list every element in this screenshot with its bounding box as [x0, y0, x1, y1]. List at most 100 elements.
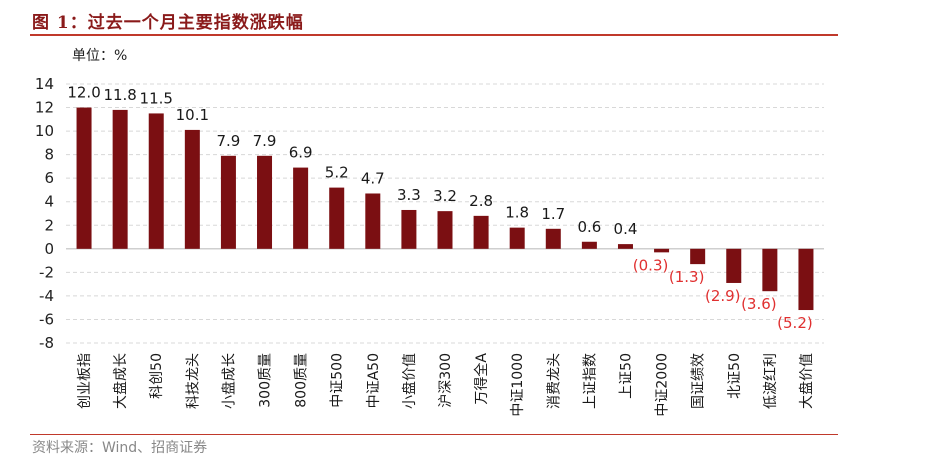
category-label-group: 北证50: [727, 353, 743, 399]
data-label: 0.6: [577, 218, 601, 236]
data-label: 12.0: [67, 84, 100, 102]
bar: [76, 107, 92, 249]
data-label: (1.3): [669, 268, 705, 286]
data-label: (5.2): [777, 314, 813, 332]
data-label: 10.1: [176, 106, 209, 124]
data-label: 1.7: [541, 205, 565, 223]
y-tick-label: -2: [39, 263, 54, 281]
bar: [437, 211, 453, 249]
bar: [617, 244, 633, 249]
category-label-group: 中证A50: [366, 353, 382, 408]
data-label: 7.9: [216, 132, 240, 150]
bar: [798, 248, 814, 311]
bar: [654, 248, 670, 253]
y-tick-label: -4: [39, 287, 54, 305]
y-tick-label: 2: [44, 216, 54, 234]
data-label: 1.8: [505, 204, 529, 222]
x-axis-categories: 创业板指 大盘成长 科创50 科技龙头 小盘成长 300质量 800质量 中证500 中证A50…: [77, 353, 815, 417]
title-rule: [30, 34, 838, 36]
x-category-label: 上证指数: [582, 353, 598, 409]
data-label: (2.9): [705, 287, 741, 305]
y-tick-label: 14: [35, 75, 54, 93]
bar: [401, 209, 417, 249]
category-label-group: 科创50: [149, 353, 165, 399]
x-category-label: 科创50: [149, 353, 165, 399]
category-label-group: 中证2000: [655, 353, 671, 417]
x-category-label: 中证2000: [655, 353, 671, 417]
data-label: 7.9: [253, 132, 277, 150]
bar: [545, 228, 561, 249]
data-label: 11.8: [103, 86, 136, 104]
x-category-label: 小盘成长: [220, 353, 237, 409]
category-label-group: 国证绩效: [691, 353, 707, 409]
x-category-label: 上证50: [618, 353, 634, 399]
x-category-label: 300质量: [258, 353, 274, 408]
x-category-label: 800质量: [294, 353, 310, 408]
category-label-group: 小盘成长: [220, 353, 237, 409]
x-category-label: 沪深300: [438, 353, 454, 408]
category-label-group: 大盘价值: [798, 353, 815, 409]
bar: [112, 109, 128, 249]
x-category-label: 消费龙头: [546, 353, 562, 409]
y-tick-label: 6: [44, 169, 54, 187]
y-tick-label: 10: [35, 122, 54, 140]
bar: [581, 241, 597, 249]
source-note: 资料来源：Wind、招商证券: [32, 440, 208, 456]
data-label: 0.4: [614, 220, 638, 238]
data-label: 4.7: [361, 169, 385, 187]
bar: [690, 248, 706, 265]
x-category-label: 中证500: [330, 353, 346, 408]
data-label: 11.5: [140, 89, 173, 107]
footer-rule: [30, 434, 838, 435]
category-label-group: 800质量: [294, 353, 310, 408]
y-tick-label: 12: [35, 99, 54, 117]
y-tick-label: 0: [44, 240, 54, 258]
x-category-label: 万得全A: [473, 353, 490, 405]
category-label-group: 小盘价值: [401, 353, 418, 409]
data-label: 2.8: [469, 192, 493, 210]
x-category-label: 中证A50: [366, 353, 382, 408]
bar: [473, 215, 489, 249]
bar: [726, 248, 742, 283]
bar: [293, 167, 309, 249]
bar-series: [76, 107, 814, 311]
data-label: (3.6): [741, 295, 777, 313]
figure-title: 图 1：过去一个月主要指数涨跌幅: [32, 13, 304, 33]
y-tick-label: 8: [44, 146, 54, 164]
bar: [509, 227, 525, 249]
data-labels: 12.0 11.8 11.510.1 7.9 7.9 6.9 5.2 4.7 3.3 3.2 2.8…: [67, 84, 812, 332]
y-tick-label: -6: [39, 310, 54, 328]
x-category-label: 创业板指: [77, 353, 93, 409]
x-category-label: 中证1000: [510, 353, 526, 417]
bar: [184, 129, 200, 249]
y-axis-ticks: 14 12 10 8 6 4 2 0 -2 -4 -6 -8: [35, 75, 54, 352]
data-label: 6.9: [289, 144, 313, 162]
category-label-group: 万得全A: [473, 353, 490, 405]
category-label-group: 大盘成长: [112, 353, 129, 409]
category-label-group: 消费龙头: [546, 353, 562, 409]
category-label-group: 上证指数: [582, 353, 598, 409]
x-category-label: 大盘价值: [798, 353, 815, 409]
category-label-group: 上证50: [618, 353, 634, 399]
bar: [365, 193, 381, 249]
category-label-group: 沪深300: [438, 353, 454, 408]
bar: [220, 155, 236, 249]
bar: [148, 113, 164, 249]
y-tick-label: -8: [39, 334, 54, 352]
x-category-label: 大盘成长: [112, 353, 129, 409]
bar: [257, 155, 273, 249]
y-tick-label: 4: [44, 193, 54, 211]
x-category-label: 国证绩效: [691, 353, 707, 409]
category-label-group: 300质量: [258, 353, 274, 408]
data-label: (0.3): [633, 256, 669, 274]
x-category-label: 北证50: [727, 353, 743, 399]
data-label: 5.2: [325, 164, 349, 182]
category-label-group: 创业板指: [77, 353, 93, 409]
x-category-label: 低波红利: [763, 353, 779, 409]
x-category-label: 科技龙头: [185, 353, 201, 409]
data-label: 3.3: [397, 186, 421, 204]
category-label-group: 低波红利: [763, 353, 779, 409]
category-label-group: 科技龙头: [185, 353, 201, 409]
category-label-group: 中证1000: [510, 353, 526, 417]
